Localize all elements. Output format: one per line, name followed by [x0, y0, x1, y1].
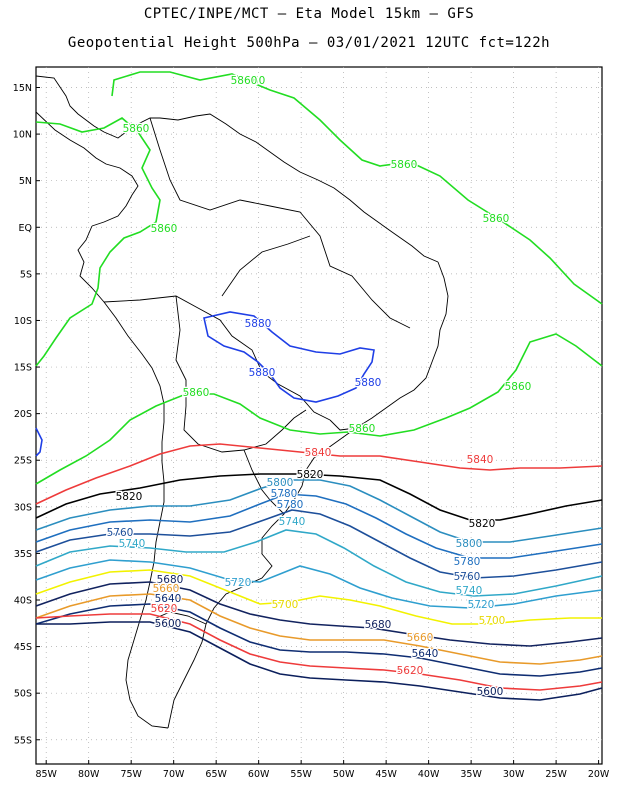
contour-5800	[35, 479, 603, 543]
contour-5840	[35, 443, 603, 505]
lon-tick-label: 40W	[418, 769, 440, 780]
lat-tick-label: 5N	[19, 176, 32, 187]
contour-label-5620: 5620	[151, 603, 178, 615]
contour-label-5720: 5720	[225, 577, 252, 589]
contour-5860-north	[111, 71, 603, 305]
lon-tick-label: 80W	[78, 769, 100, 780]
contour-label-5600: 5600	[477, 686, 504, 698]
lat-tick-label: 15S	[14, 363, 32, 374]
lon-tick-label: 55W	[290, 769, 312, 780]
contour-label-5780: 5780	[454, 556, 481, 568]
contour-label-5680: 5680	[365, 619, 392, 631]
lon-tick-label: 60W	[248, 769, 270, 780]
contour-label-5860: 5860	[483, 213, 510, 225]
lon-tick-label: 85W	[35, 769, 57, 780]
contour-5880-a	[203, 311, 375, 403]
contour-label-5860: 5860	[239, 75, 266, 87]
contour-label-5860: 5860	[391, 159, 418, 171]
contour-label-5680: 5680	[157, 574, 184, 586]
lon-tick-label: 65W	[205, 769, 227, 780]
longitude-labels: 85W 80W 75W 70W 65W 60W 55W 50W 45W 40W 35W 30W 25W 2…	[35, 760, 610, 780]
contour-5680	[35, 581, 603, 647]
contour-5760	[35, 509, 603, 579]
map-frame	[35, 66, 603, 765]
contour-5860-caribbean	[35, 117, 161, 367]
coastlines	[35, 75, 449, 729]
contour-label-5740: 5740	[456, 585, 483, 597]
contour-label-5760: 5760	[454, 571, 481, 583]
lat-tick-label: 55S	[14, 735, 32, 746]
lon-tick-label: 45W	[375, 769, 397, 780]
lat-tick-label: 45S	[14, 642, 32, 653]
map-title-line2: Geopotential Height 500hPa – 03/01/2021 …	[67, 35, 551, 51]
contour-label-5860: 5860	[151, 223, 178, 235]
lat-tick-label: 20S	[14, 409, 32, 420]
contour-label-5880: 5880	[355, 377, 382, 389]
contour-5780	[35, 493, 603, 559]
contour-5640	[35, 603, 603, 677]
contour-label-5660: 5660	[153, 583, 180, 595]
contour-5660	[35, 593, 603, 665]
lat-tick-label: EQ	[19, 223, 32, 234]
contour-label-5600: 5600	[155, 618, 182, 630]
lon-tick-label: 75W	[120, 769, 142, 780]
contour-lines	[35, 71, 603, 701]
latitude-labels: 15N 10N 5N EQ 5S 10S 15S 20S 25S 30S 35S 40S 45S 50S 5…	[13, 83, 40, 746]
lat-tick-label: 40S	[14, 596, 32, 607]
contour-5620	[35, 613, 603, 691]
contour-label-5800: 5800	[267, 477, 294, 489]
contour-label-5620: 5620	[397, 665, 424, 677]
contour-label-5860: 5860	[183, 387, 210, 399]
contour-label-5660: 5660	[407, 632, 434, 644]
contour-labels: 5860586058605860586058605860586058605880…	[105, 74, 532, 700]
contour-label-5880: 5880	[245, 318, 272, 330]
lat-tick-label: 15N	[13, 83, 32, 94]
lat-tick-label: 5S	[20, 269, 32, 280]
lon-tick-label: 35W	[460, 769, 482, 780]
contour-label-5820: 5820	[469, 518, 496, 530]
lat-tick-label: 35S	[14, 549, 32, 560]
contour-label-5800: 5800	[456, 538, 483, 550]
contour-label-5700: 5700	[479, 615, 506, 627]
contour-label-5720: 5720	[468, 599, 495, 611]
contour-5700	[35, 569, 602, 625]
lon-tick-label: 50W	[333, 769, 355, 780]
contour-label-5700: 5700	[272, 599, 299, 611]
contour-label-5820: 5820	[297, 469, 324, 481]
lat-tick-label: 50S	[14, 689, 32, 700]
lat-tick-label: 25S	[14, 456, 32, 467]
lon-tick-label: 30W	[503, 769, 525, 780]
contour-5740	[35, 529, 603, 597]
contour-5860-south	[35, 333, 603, 485]
contour-5820	[35, 473, 603, 521]
contour-5880-b	[35, 427, 43, 457]
contour-5600	[36, 621, 603, 701]
contour-label-5860: 5860	[231, 75, 258, 87]
contour-label-5640: 5640	[412, 648, 439, 660]
contour-label-5780: 5780	[271, 488, 298, 500]
contour-label-5740: 5740	[119, 538, 146, 550]
contour-label-5840: 5840	[467, 454, 494, 466]
map-title-line1: CPTEC/INPE/MCT – Eta Model 15km – GFS	[143, 6, 475, 22]
contour-label-5740: 5740	[279, 516, 306, 528]
contour-label-5840: 5840	[305, 447, 332, 459]
contour-label-5880: 5880	[249, 367, 276, 379]
gridlines	[36, 67, 602, 764]
contour-label-5860: 5860	[505, 381, 532, 393]
contour-label-5860: 5860	[349, 423, 376, 435]
lon-tick-label: 70W	[163, 769, 185, 780]
lat-tick-label: 10S	[14, 316, 32, 327]
contour-label-5820: 5820	[116, 491, 143, 503]
contour-label-5780: 5780	[277, 499, 304, 511]
lat-tick-label: 30S	[14, 502, 32, 513]
lon-tick-label: 25W	[545, 769, 567, 780]
contour-5720	[35, 559, 603, 609]
lon-tick-label: 20W	[588, 769, 610, 780]
lat-tick-label: 10N	[13, 130, 32, 141]
contour-label-5760: 5760	[107, 527, 134, 539]
contour-label-5860: 5860	[123, 123, 150, 135]
contour-label-5640: 5640	[155, 593, 182, 605]
